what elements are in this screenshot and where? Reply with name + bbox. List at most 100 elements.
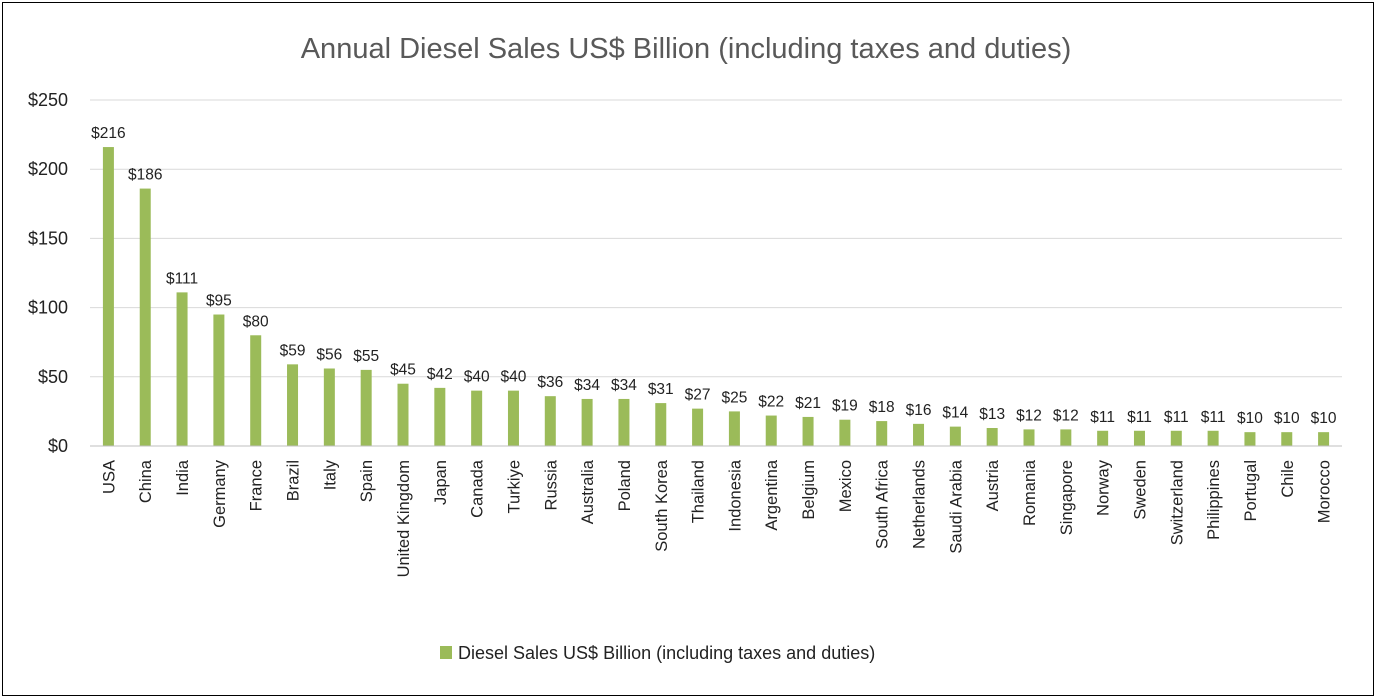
y-tick-label: $150 [28,228,68,248]
bar [250,335,262,446]
category-label: Mexico [837,460,855,512]
category-label: South Korea [653,459,671,552]
category-label: Italy [321,459,339,490]
bar [287,364,299,446]
bar [102,147,114,446]
bar [507,390,519,446]
bar [1097,430,1109,446]
data-label: $59 [280,342,306,359]
data-label: $55 [353,348,379,365]
data-label: $95 [206,293,232,310]
bar [1281,432,1293,446]
category-label: Belgium [800,460,818,520]
category-label: Sweden [1131,460,1149,520]
data-label: $13 [979,406,1005,423]
data-label: $11 [1127,409,1152,426]
bar [1318,432,1330,446]
category-label: Argentina [763,459,781,530]
category-label: Netherlands [911,460,929,549]
data-label: $40 [501,369,527,386]
data-label: $12 [1053,407,1079,424]
bar [655,403,667,446]
data-label: $22 [758,394,784,411]
data-label: $18 [869,399,895,416]
category-label: Switzerland [1168,460,1186,545]
bar [839,419,851,446]
bar [1207,430,1219,446]
data-label: $11 [1090,409,1115,426]
bar [949,426,961,446]
bar [544,396,556,446]
category-label: Portugal [1242,460,1260,521]
bar [360,369,372,446]
bar [802,416,814,446]
y-tick-label: $50 [38,367,68,387]
data-label: $216 [91,125,125,142]
bar [913,423,925,446]
data-label: $80 [243,313,269,330]
category-label: Norway [1095,459,1113,516]
bar [1170,430,1182,446]
category-label: South Africa [874,459,892,549]
bar [471,390,483,446]
bar [1023,429,1035,446]
data-label: $31 [648,381,674,398]
legend: Diesel Sales US$ Billion (including taxe… [440,643,875,663]
category-label: India [174,459,192,496]
category-label: Morocco [1316,460,1334,523]
bar [986,428,998,446]
data-label: $186 [128,167,162,184]
bar [1133,430,1145,446]
data-label: $21 [795,395,821,412]
bar [213,314,225,446]
bar [581,398,593,446]
bar [876,421,888,446]
category-label: Spain [358,460,376,502]
bar [397,383,409,446]
data-label: $111 [166,270,198,287]
data-label: $11 [1164,409,1189,426]
category-label: Philippines [1205,460,1223,540]
legend-swatch [440,646,452,659]
category-label: Japan [432,460,450,505]
category-label: USA [100,460,118,494]
category-label: Romania [1021,459,1039,526]
y-tick-label: $0 [48,436,68,456]
bar [728,411,740,446]
category-label: Singapore [1058,460,1076,535]
category-label: Indonesia [726,459,744,531]
y-tick-label: $200 [28,159,68,179]
category-label: Canada [469,459,487,518]
category-label: France [248,460,266,511]
legend-label: Diesel Sales US$ Billion (including taxe… [458,643,875,663]
bar [1060,429,1072,446]
y-axis-ticks: $0 $50 $100 $150 $200 $250 [28,90,68,456]
bar [176,292,188,446]
data-label: $34 [574,377,600,394]
bar [1244,432,1256,446]
bar [323,368,335,446]
data-label: $16 [906,402,932,419]
category-label: Austria [984,459,1002,511]
category-label: Poland [616,460,634,511]
category-label: Turkiye [505,460,523,513]
category-label: Saudi Arabia [947,459,965,553]
y-tick-label: $100 [28,298,68,318]
data-label: $19 [832,398,858,415]
category-label: Germany [211,459,229,528]
chart-title: Annual Diesel Sales US$ Billion (includi… [301,33,1072,65]
data-label: $12 [1016,407,1042,424]
data-label: $25 [721,389,747,406]
data-label: $27 [685,387,711,404]
y-tick-label: $250 [28,90,68,110]
bar [692,408,704,446]
data-label: $45 [390,362,416,379]
category-label: Russia [542,459,560,510]
category-label: Australia [579,459,597,524]
category-label: Chile [1279,460,1297,498]
data-label: $10 [1274,410,1300,427]
bar [139,188,151,447]
category-label: Thailand [690,460,708,523]
